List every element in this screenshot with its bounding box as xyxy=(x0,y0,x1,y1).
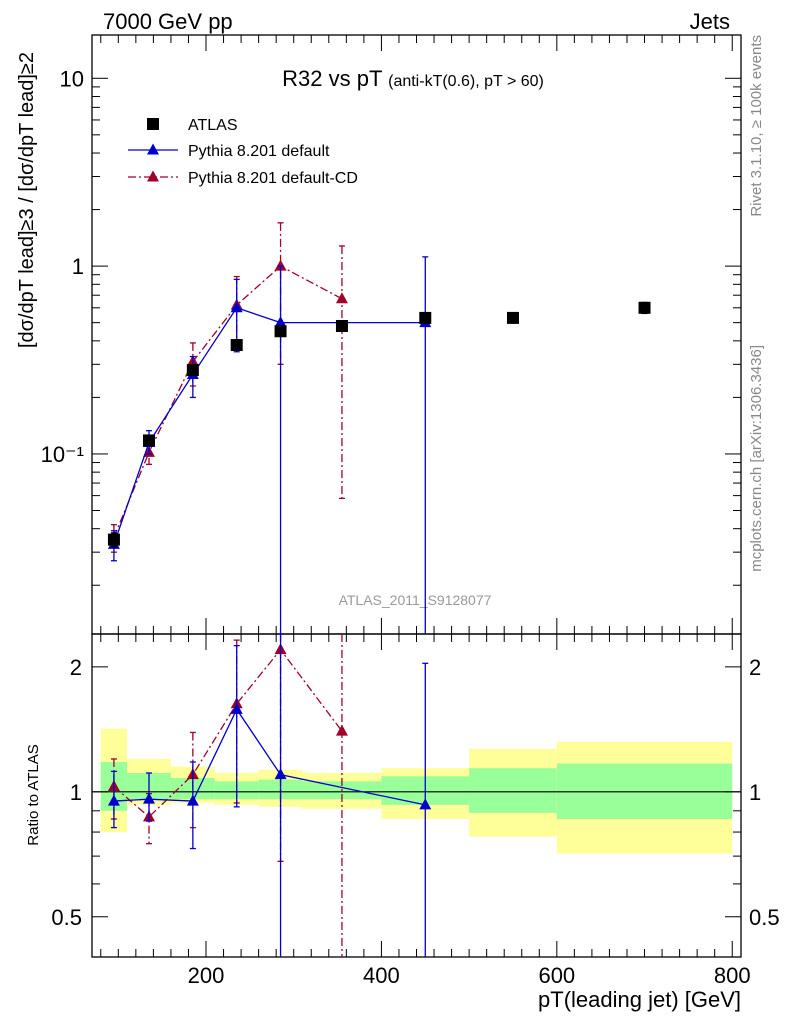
x-tick-label: 200 xyxy=(188,963,225,988)
ratio-y-axis: 0.5 0.5 1 1 2 2 xyxy=(51,655,780,958)
data-point xyxy=(274,259,287,271)
data-point xyxy=(335,319,348,332)
side-label-mcplots: mcplots.cern.ch [arXiv:1306.3436] xyxy=(748,345,765,572)
stat-uncertainty-band xyxy=(469,768,557,813)
main-panel: 10⁻¹ 1 10 R32 vs pT (anti-kT(0.6), pT > 60)… xyxy=(16,34,742,635)
y-tick-label-right: 1 xyxy=(749,780,761,805)
data-point xyxy=(143,434,156,447)
x-tick-label: 800 xyxy=(714,963,751,988)
data-point xyxy=(419,798,432,810)
y-tick-label: 1 xyxy=(70,780,82,805)
data-point xyxy=(274,768,287,780)
ratio-series-pythia-8-201-default xyxy=(107,633,432,957)
main-series-pythia-8-201-default-cd xyxy=(107,222,348,553)
series-line xyxy=(113,307,426,545)
data-point xyxy=(274,325,287,338)
y-tick-label-right: 2 xyxy=(749,655,761,680)
chart-title: R32 vs pT (anti-kT(0.6), pT > 60) xyxy=(282,66,544,91)
data-point xyxy=(230,702,243,714)
legend-label: Pythia 8.201 default xyxy=(188,143,330,160)
data-point xyxy=(186,363,199,376)
main-y-axis-label: [dσ/dpT lead]≥3 / [dσ/dpT lead]≥2 xyxy=(16,52,38,348)
main-y-axis: 10⁻¹ 1 10 xyxy=(41,66,741,586)
ratio-bands xyxy=(100,728,733,854)
data-point xyxy=(506,311,519,324)
data-point xyxy=(230,339,243,352)
y-tick-label: 1 xyxy=(72,254,84,279)
analysis-watermark: ATLAS_2011_S9128077 xyxy=(339,592,492,608)
y-tick-label: 10 xyxy=(60,66,84,91)
legend: ATLAS Pythia 8.201 default Pythia 8.201 de… xyxy=(128,117,358,187)
x-tick-label: 400 xyxy=(363,963,400,988)
data-point xyxy=(107,533,120,546)
legend-marker xyxy=(147,170,159,182)
header-category: Jets xyxy=(690,9,730,34)
series-line xyxy=(113,265,343,538)
main-series-atlas xyxy=(107,301,651,548)
data-point xyxy=(274,316,287,328)
legend-label: Pythia 8.201 default-CD xyxy=(188,170,358,187)
series-line xyxy=(113,648,343,818)
y-tick-label-right: 0.5 xyxy=(749,905,780,930)
header-energy: 7000 GeV pp xyxy=(103,9,233,34)
data-point xyxy=(419,311,432,324)
series-line xyxy=(113,708,426,806)
y-tick-label: 0.5 xyxy=(51,905,82,930)
side-label-rivet: Rivet 3.1.10, ≥ 100k events xyxy=(748,35,765,217)
data-point xyxy=(335,292,348,304)
ratio-panel: 200 400 600 800 0.5 0.5 1 1 2 2 Ratio to ATLAS pT(l… xyxy=(25,35,780,1012)
main-series-pythia-8-201-default xyxy=(107,256,432,634)
data-point xyxy=(230,301,243,313)
data-point xyxy=(335,724,348,736)
x-axis-label: pT(leading jet) [GeV] xyxy=(538,987,741,1012)
y-tick-label: 10⁻¹ xyxy=(41,442,84,467)
ratio-y-axis-label: Ratio to ATLAS xyxy=(25,744,42,845)
x-axis: 200 400 600 800 xyxy=(100,35,751,988)
data-point xyxy=(638,301,651,314)
legend-marker xyxy=(147,118,159,130)
legend-label: ATLAS xyxy=(188,117,238,134)
data-point xyxy=(107,794,120,806)
data-point xyxy=(143,792,156,804)
x-tick-label: 600 xyxy=(538,963,575,988)
data-point xyxy=(186,794,199,806)
y-tick-label: 2 xyxy=(70,655,82,680)
legend-marker xyxy=(147,143,159,155)
